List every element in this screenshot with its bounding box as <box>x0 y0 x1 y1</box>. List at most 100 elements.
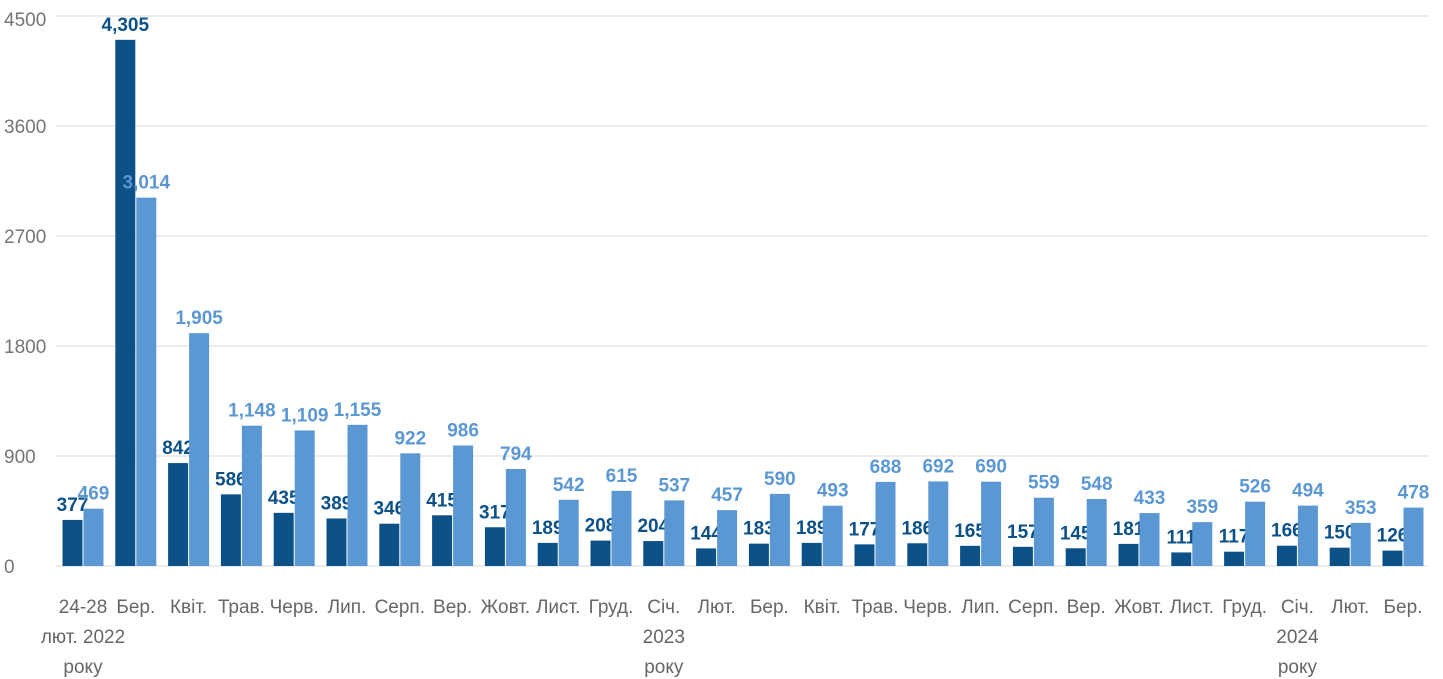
bar <box>1224 551 1245 566</box>
x-tick-label: Лип. <box>961 597 1000 618</box>
data-label: 3,014 <box>123 173 171 194</box>
x-tick-label: Трав. <box>851 597 898 618</box>
data-label: 145 <box>1060 523 1092 544</box>
data-label: 166 <box>1271 521 1303 542</box>
data-label: 526 <box>1239 477 1271 498</box>
data-label: 548 <box>1081 474 1113 495</box>
x-tick-label: Квіт. <box>804 597 841 618</box>
bar <box>273 512 294 566</box>
x-tick-label: року <box>644 657 684 678</box>
bar <box>558 499 579 566</box>
bar <box>854 544 875 566</box>
data-label: 559 <box>1028 473 1060 494</box>
bar <box>168 463 189 566</box>
x-tick-label: Лист. <box>1170 597 1214 618</box>
y-tick-label: 1800 <box>4 337 46 358</box>
x-tick-label: Трав. <box>218 597 265 618</box>
x-tick-label: 2023 <box>643 627 685 648</box>
bar <box>1192 522 1213 566</box>
data-label: 590 <box>764 469 796 490</box>
bar <box>801 542 822 566</box>
bar <box>1350 522 1371 566</box>
bar <box>875 481 896 566</box>
bar <box>664 500 685 566</box>
bar <box>379 523 400 566</box>
data-label: 183 <box>743 519 775 540</box>
data-label: 186 <box>901 518 933 539</box>
bar <box>981 481 1002 566</box>
data-label: 1,148 <box>228 401 276 422</box>
bar <box>432 515 453 566</box>
bar <box>960 545 981 566</box>
bar <box>115 39 136 567</box>
x-tick-label: Груд. <box>1222 597 1267 618</box>
x-tick-label: Бер. <box>1384 597 1423 618</box>
data-label: 389 <box>321 493 353 514</box>
bar <box>1118 543 1139 566</box>
data-label: 181 <box>1113 519 1145 540</box>
data-label: 111 <box>1166 527 1196 548</box>
x-tick-label: Лип. <box>328 597 367 618</box>
x-tick-label: Лист. <box>536 597 580 618</box>
bar <box>928 481 949 566</box>
data-label: 4,305 <box>102 15 150 36</box>
bar <box>1329 547 1350 566</box>
x-tick-label: року <box>1278 657 1318 678</box>
x-tick-label: лют. 2022 <box>41 627 125 648</box>
bar <box>347 424 368 566</box>
bar <box>241 425 262 566</box>
data-label: 435 <box>268 488 300 509</box>
bar <box>769 493 790 566</box>
x-tick-label: Січ. <box>1281 597 1314 618</box>
bar <box>537 542 558 566</box>
data-label: 189 <box>796 518 828 539</box>
bar <box>611 490 632 566</box>
x-tick-label: Вер. <box>433 597 472 618</box>
data-label: 586 <box>215 469 247 490</box>
y-tick-label: 900 <box>4 447 36 468</box>
data-label: 359 <box>1186 497 1218 518</box>
data-label: 165 <box>954 521 986 542</box>
data-label: 688 <box>870 457 902 478</box>
bar <box>1012 546 1033 566</box>
data-label: 415 <box>426 490 458 511</box>
bar <box>1276 545 1297 566</box>
data-label: 433 <box>1134 488 1166 509</box>
data-label: 117 <box>1219 527 1250 548</box>
x-tick-label: Черв. <box>903 597 952 618</box>
x-tick-label: Черв. <box>270 597 319 618</box>
x-tick-label: Лют. <box>698 597 736 618</box>
x-tick-label: Жовт. <box>481 597 530 618</box>
data-label: 537 <box>658 475 690 496</box>
data-label: 126 <box>1377 526 1409 547</box>
data-label: 317 <box>479 502 511 523</box>
data-label: 692 <box>922 456 954 477</box>
x-tick-label: Груд. <box>589 597 634 618</box>
bar <box>1245 501 1266 566</box>
bar <box>326 518 347 566</box>
data-label: 469 <box>78 484 110 505</box>
data-label: 189 <box>532 518 564 539</box>
bar <box>1033 497 1054 566</box>
data-label: 690 <box>975 457 1007 478</box>
data-label: 208 <box>585 516 617 537</box>
bar <box>696 548 717 566</box>
data-label: 346 <box>373 499 405 520</box>
x-tick-label: Бер. <box>750 597 789 618</box>
bar <box>907 543 928 566</box>
x-tick-label: Січ. <box>647 597 680 618</box>
data-label: 457 <box>711 485 743 506</box>
bar <box>189 333 210 566</box>
data-label: 144 <box>690 523 722 544</box>
bar <box>1086 499 1107 566</box>
bar <box>136 197 157 566</box>
y-tick-label: 2700 <box>4 227 46 248</box>
bar <box>590 540 611 566</box>
data-label: 542 <box>553 475 585 496</box>
bar <box>62 519 83 566</box>
data-label: 157 <box>1007 522 1039 543</box>
bar <box>748 543 769 566</box>
data-label: 794 <box>500 444 532 465</box>
